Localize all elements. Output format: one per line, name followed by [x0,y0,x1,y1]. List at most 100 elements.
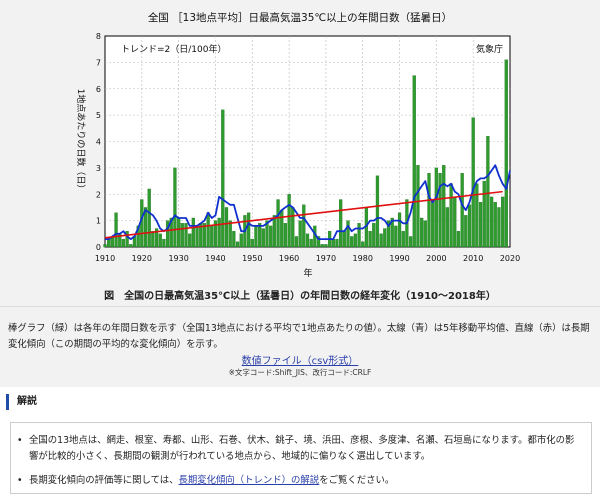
bar [368,231,372,248]
section-heading: 解説 [6,394,37,410]
bar [180,223,184,248]
bar [394,225,398,248]
bar [239,233,243,248]
bar [346,220,350,248]
bar [438,172,442,248]
bar [103,244,107,248]
bar [151,231,155,248]
bar [147,188,151,248]
bar [129,244,133,248]
bar [357,223,361,248]
bar [504,59,508,248]
bar [280,209,284,248]
bar [427,172,431,248]
bar [408,236,413,248]
bar [397,212,402,248]
y-tick-label: 7 [96,58,101,67]
y-tick-label: 5 [96,111,101,120]
notes-box: • 全国の13地点は、網走、根室、寿都、山形、石巻、伏木、銚子、境、浜田、彦根、… [10,422,592,494]
bar [412,75,416,248]
bar [294,236,299,248]
bar [386,220,391,248]
bar [316,236,321,248]
note-item-text: 全国の13地点は、網走、根室、寿都、山形、石巻、伏木、銚子、境、浜田、彦根、多度… [29,435,575,462]
y-tick-labels: 0 1 2 3 4 5 6 7 8 [96,32,101,252]
x-tick-label: 1960 [279,254,299,263]
bar [224,207,229,248]
x-tick-label: 2000 [426,254,446,263]
x-tick-label: 1970 [316,254,336,263]
bar [298,220,302,248]
bar [202,223,207,248]
bar [165,220,170,248]
y-tick-label: 8 [96,32,101,41]
bar [460,172,464,248]
bar [431,199,435,248]
moving-average-line [105,164,511,241]
bar [188,233,192,248]
bar [420,217,424,248]
bar [464,215,468,248]
bar [195,225,199,248]
bar [324,244,328,248]
bar [217,217,221,248]
bar [489,196,494,248]
bar [235,241,240,248]
x-tick-label: 1950 [242,254,262,263]
y-tick-label: 4 [96,138,101,147]
moving-average-series [105,164,511,241]
y-tick-label: 6 [96,85,101,94]
bar [486,136,490,248]
bar [169,217,173,248]
description-panel: 棒グラフ（緑）は各年の年間日数を示す（全国13地点における平均で1地点あたりの値… [0,306,600,387]
x-tick-label: 2020 [500,254,520,263]
bar-series [103,59,508,248]
bar [339,199,343,248]
note-item-prefix: 長期変化傾向の評価等に関しては、 [29,475,179,486]
bar [353,233,357,248]
x-tick-label: 1910 [95,254,115,263]
bar [154,228,159,248]
bar [372,223,376,248]
bar [497,207,501,248]
y-tick-label: 1 [96,217,101,226]
bar [302,204,306,248]
bar [442,165,446,248]
x-tick-label: 1940 [205,254,225,263]
y-tick-label: 2 [96,190,101,199]
bar [291,207,295,248]
bar [184,223,188,248]
x-tick-label: 1930 [168,254,188,263]
bar [232,231,236,248]
bar [143,207,148,248]
bar [501,196,505,248]
trend-annotation: トレンド=2（日/100年） [121,43,226,55]
y-tick-label: 0 [96,243,101,252]
bar [379,233,383,248]
bar [276,199,280,248]
x-axis-label: 年 [303,267,312,279]
bar [305,233,310,248]
bar [121,238,126,248]
bar [283,223,288,248]
bar [221,109,225,248]
bar [467,204,472,248]
description-text: 棒グラフ（緑）は各年の年間日数を示す（全国13地点における平均で1地点あたりの値… [8,323,590,350]
bar [258,223,262,248]
bar [449,183,453,248]
csv-download-link[interactable]: 数値ファイル（csv形式） [241,356,359,367]
bar [269,225,273,248]
bullet-icon: • [17,435,23,446]
bar [206,212,210,248]
chart-svg: 全国 ［13地点平均］日最高気温35℃以上の年間日数（猛暑日） 0 1 2 3 4 5 6 7… [75,11,520,279]
bar [482,180,486,248]
trend-explanation-link[interactable]: 長期変化傾向（トレンド）の解説 [178,475,320,486]
y-tick-label: 3 [96,164,101,173]
bar [250,238,254,248]
bar [453,196,457,248]
bar [228,220,232,248]
bar [331,238,335,248]
bar [246,212,251,248]
bar [478,202,483,248]
trend-series [104,190,503,239]
